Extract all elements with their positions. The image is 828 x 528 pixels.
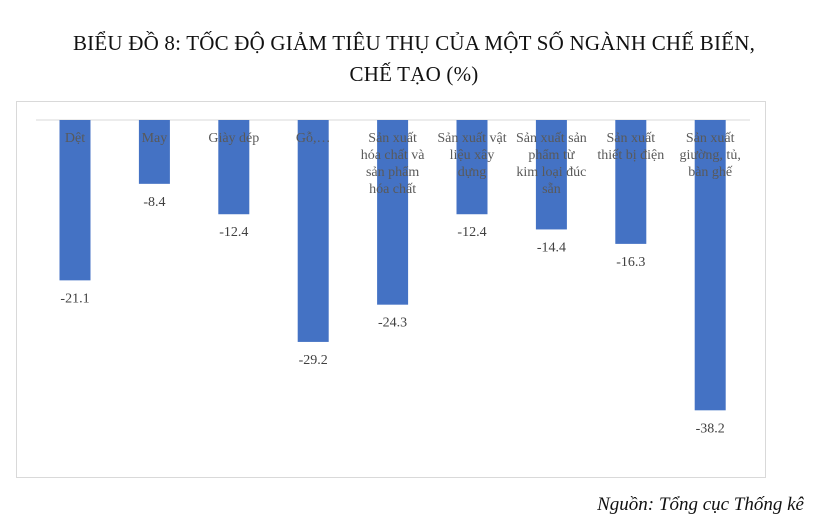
- bar-1: [59, 120, 91, 281]
- value-label-8: -16.3: [616, 255, 645, 270]
- chart-title-line-1: BIỂU ĐỒ 8: TỐC ĐỘ GIẢM TIÊU THỤ CỦA MỘT …: [72, 31, 756, 55]
- category-label-2: May: [142, 131, 168, 146]
- source-note: Nguồn: Tổng cục Thống kê: [597, 494, 804, 515]
- value-label-4: -29.2: [299, 353, 328, 368]
- category-label-6: Sản xuất vật liệu xây dựng: [437, 131, 506, 180]
- value-label-5: -24.3: [378, 316, 407, 331]
- bar-2: [138, 120, 170, 184]
- value-label-6: -12.4: [457, 225, 486, 240]
- bar-8: [615, 120, 647, 244]
- chart-title-line-2: CHẾ TẠO (%): [349, 62, 479, 86]
- chart-title: BIỂU ĐỒ 8: TỐC ĐỘ GIẢM TIÊU THỤ CỦA MỘT …: [0, 28, 828, 90]
- bar-4: [297, 120, 329, 342]
- category-label-1: Dệt: [65, 131, 85, 146]
- category-label-9: Sản xuất giường, tủ, bàn ghế: [680, 131, 741, 180]
- value-label-3: -12.4: [219, 225, 248, 240]
- bar-9: [694, 120, 726, 411]
- bar-6: [456, 120, 488, 215]
- category-label-3: Giày dép: [208, 131, 259, 146]
- bar-5: [377, 120, 409, 305]
- value-label-7: -14.4: [537, 240, 566, 255]
- category-label-8: Sản xuất thiết bị điện: [597, 131, 664, 163]
- category-label-7: Sản xuất sản phẩm từ kim loại đúc sẵn: [516, 131, 587, 197]
- bar-7: [535, 120, 567, 230]
- category-label-5: Sản xuất hóa chất và sản phẩm hóa chất: [361, 131, 426, 197]
- value-label-2: -8.4: [143, 195, 165, 210]
- value-label-1: -21.1: [60, 291, 89, 306]
- category-label-4: Gỗ,…: [296, 131, 331, 146]
- bar-3: [218, 120, 250, 215]
- value-label-9: -38.2: [696, 421, 725, 436]
